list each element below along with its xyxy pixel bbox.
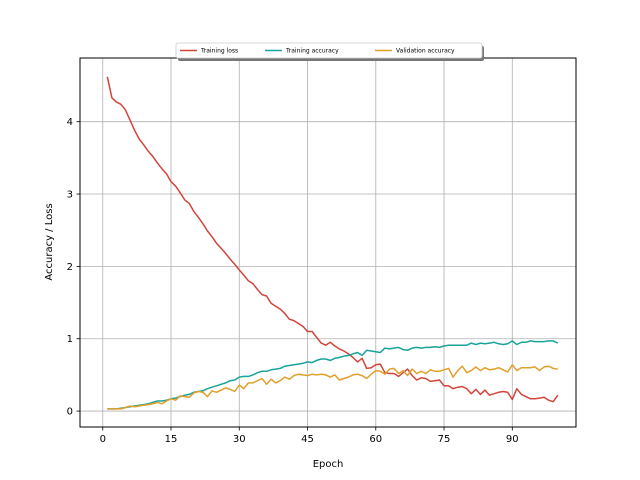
series-line-validation-accuracy <box>107 364 558 410</box>
series-line-training-loss <box>106 76 559 403</box>
x-tick-label: 15 <box>165 434 178 445</box>
x-axis-label: Epoch <box>313 459 344 470</box>
x-axis-ticks: 0 15 30 45 60 75 90 <box>100 427 519 445</box>
y-tick-label: 1 <box>67 334 73 345</box>
x-tick-label: 30 <box>233 434 246 445</box>
y-axis-label: Accuracy / Loss <box>44 203 55 280</box>
legend-items: Training loss Training accuracy Validation… <box>180 48 455 55</box>
legend-label-validation-accuracy: Validation accuracy <box>396 48 455 55</box>
y-tick-label: 2 <box>67 262 73 273</box>
y-axis-ticks: 0 1 2 3 4 <box>67 117 80 418</box>
y-tick-label: 4 <box>67 117 73 128</box>
y-tick-label: 0 <box>67 407 73 418</box>
grid <box>80 58 576 427</box>
x-tick-label: 0 <box>100 434 106 445</box>
x-tick-label: 75 <box>438 434 451 445</box>
y-tick-label: 3 <box>67 190 73 201</box>
x-tick-label: 90 <box>506 434 519 445</box>
legend-box <box>175 42 483 59</box>
x-tick-label: 45 <box>301 434 314 445</box>
series-layer <box>106 76 559 410</box>
x-tick-label: 60 <box>369 434 382 445</box>
legend: Training loss Training accuracy Validation… <box>175 42 484 61</box>
legend-label-training-accuracy: Training accuracy <box>285 48 339 55</box>
legend-label-training-loss: Training loss <box>200 48 238 55</box>
